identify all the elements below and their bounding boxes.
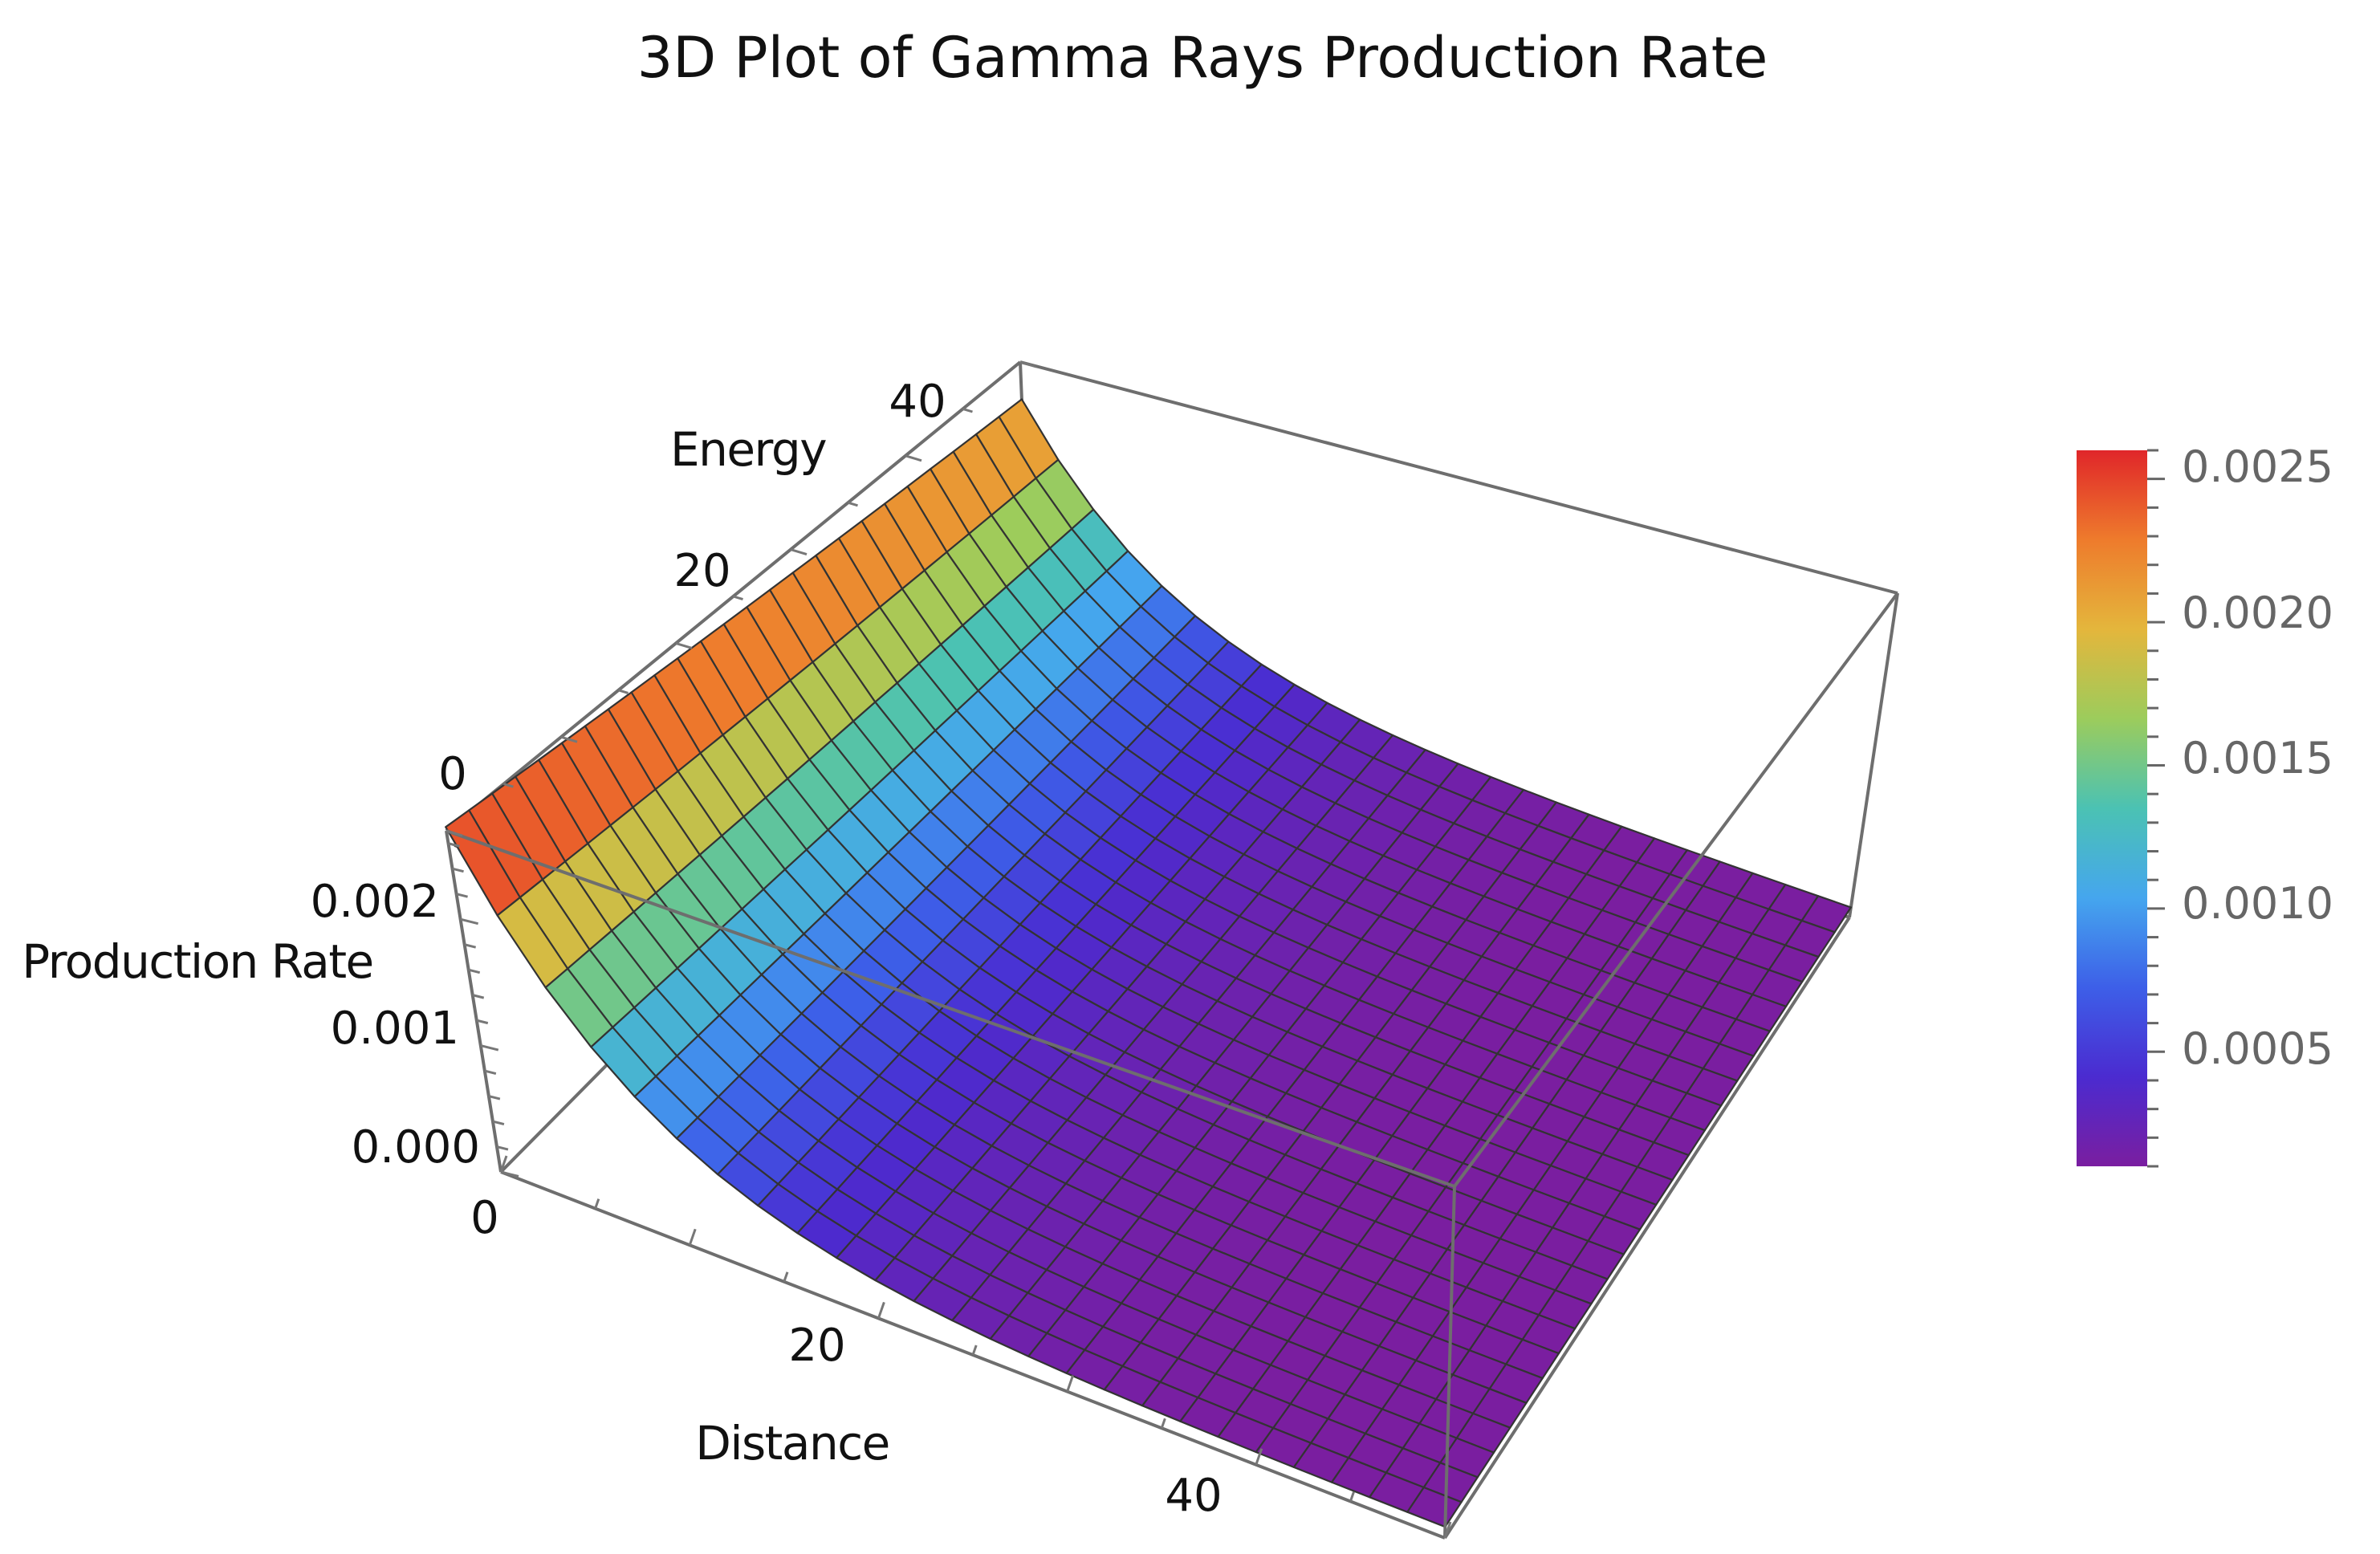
z-tick-label: 0.002 [311, 876, 439, 928]
z-axis-tick [460, 917, 478, 925]
y-tick-label: 40 [889, 376, 946, 428]
z-axis-tick [488, 1095, 501, 1100]
colorbar-tick-labels: 0.0025 0.0020 0.0015 0.0010 0.0005 [2182, 441, 2333, 1074]
x-axis-tick [499, 1155, 508, 1173]
y-tick-label: 20 [673, 545, 730, 597]
colorbar-tick-label: 0.0025 [2182, 441, 2333, 492]
x-axis-tick [1255, 1448, 1263, 1466]
x-axis-tick [688, 1228, 697, 1246]
z-axis-tick [468, 968, 481, 974]
y-axis-tick [848, 501, 858, 507]
colorbar-rect [2077, 450, 2147, 1166]
z-axis-tick [496, 1145, 509, 1151]
colorbar-tick-label: 0.0005 [2182, 1023, 2333, 1074]
x-axis-tick [971, 1344, 978, 1356]
x-axis-tick [1066, 1375, 1075, 1393]
z-axis-tick [476, 1019, 489, 1025]
z-axis-label: Production Rate [22, 934, 373, 989]
y-tick-label: 0 [438, 748, 467, 800]
colorbar-ticks [2147, 449, 2165, 1168]
x-axis-tick [1349, 1491, 1356, 1502]
box-edge-right-top [1453, 592, 1899, 1188]
colorbar: 0.0025 0.0020 0.0015 0.0010 0.0005 [2077, 441, 2333, 1168]
y-axis-tick [905, 454, 922, 462]
y-axis-tick [962, 407, 973, 413]
box-edge-back-top [1019, 360, 1898, 595]
y-axis-tick [733, 595, 743, 601]
x-axis-tick [783, 1271, 789, 1283]
y-axis-tick [560, 735, 578, 743]
colorbar-tick-label: 0.0020 [2182, 588, 2333, 638]
x-axis-tick [594, 1198, 600, 1210]
y-axis-tick [503, 783, 514, 788]
box-edge-front-left-vertical [445, 830, 502, 1173]
x-axis-tick [1160, 1418, 1166, 1429]
box-edge-back-right-vertical [1848, 592, 1899, 918]
y-axis-tick [445, 829, 463, 837]
x-tick-label: 20 [788, 1320, 845, 1372]
z-axis-tick [492, 1120, 505, 1125]
x-axis-tick [877, 1301, 885, 1319]
z-tick-label: 0.000 [352, 1121, 480, 1174]
colorbar-tick-label: 0.0010 [2182, 878, 2333, 929]
y-axis-tick [790, 548, 808, 556]
box-edge-front-top [445, 829, 1455, 1188]
z-axis-tick [448, 842, 460, 848]
surface-mesh [445, 398, 1852, 1528]
z-axis-tick [456, 893, 468, 898]
axis-tick-labels: 0 20 40 0 20 40 0.000 0.001 0.002 [311, 376, 1223, 1522]
x-tick-label: 0 [470, 1192, 499, 1244]
x-tick-label: 40 [1165, 1470, 1222, 1522]
y-axis-tick [675, 641, 693, 649]
chart-title: 3D Plot of Gamma Rays Production Rate [637, 25, 1768, 91]
box-edge-front-right-vertical [1443, 1186, 1456, 1539]
colorbar-tick-label: 0.0015 [2182, 733, 2333, 783]
z-axis-tick [464, 943, 477, 949]
z-axis-tick [472, 994, 485, 999]
z-axis-tick [452, 867, 464, 873]
z-axis-tick [480, 1044, 499, 1052]
z-axis-tick [484, 1069, 497, 1076]
y-axis-tick [1019, 360, 1037, 368]
y-axis-label: Energy [670, 422, 826, 477]
y-axis-tick [618, 689, 629, 694]
z-tick-label: 0.001 [331, 1003, 459, 1055]
box-edge-right-floor [1443, 916, 1851, 1540]
x-axis-label: Distance [695, 1416, 889, 1471]
z-axis-tick [500, 1170, 519, 1178]
x-axis-tick [1443, 1521, 1452, 1539]
axis-ticks [445, 360, 1452, 1539]
